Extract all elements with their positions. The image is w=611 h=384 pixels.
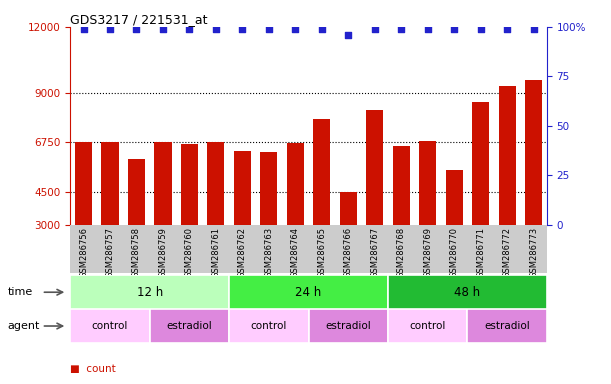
Point	[79, 26, 89, 32]
Text: GSM286756: GSM286756	[79, 227, 88, 278]
Text: estradiol: estradiol	[485, 321, 530, 331]
Bar	[393, 146, 410, 291]
Bar	[388, 275, 547, 309]
Bar	[525, 79, 542, 291]
Point	[264, 26, 274, 32]
Bar	[287, 143, 304, 291]
Bar	[75, 142, 92, 291]
Bar	[467, 309, 547, 343]
Text: GSM286770: GSM286770	[450, 227, 459, 278]
Text: GSM286765: GSM286765	[317, 227, 326, 278]
Bar	[128, 159, 145, 291]
Bar	[309, 309, 388, 343]
Bar	[70, 309, 150, 343]
Text: time: time	[7, 287, 32, 297]
Point	[370, 26, 379, 32]
Bar	[234, 151, 251, 291]
Text: GSM286771: GSM286771	[476, 227, 485, 278]
Text: ■  count: ■ count	[70, 364, 116, 374]
Text: estradiol: estradiol	[326, 321, 371, 331]
Point	[502, 26, 512, 32]
Bar	[419, 141, 436, 291]
Bar	[366, 110, 383, 291]
Bar	[229, 275, 388, 309]
Bar	[155, 142, 172, 291]
Text: GSM286762: GSM286762	[238, 227, 247, 278]
Text: GSM286772: GSM286772	[503, 227, 511, 278]
Point	[211, 26, 221, 32]
Text: GSM286767: GSM286767	[370, 227, 379, 278]
Text: GSM286760: GSM286760	[185, 227, 194, 278]
Text: GSM286773: GSM286773	[529, 227, 538, 278]
Bar	[313, 119, 331, 291]
Bar	[101, 142, 119, 291]
Bar	[388, 309, 467, 343]
Text: GSM286769: GSM286769	[423, 227, 432, 278]
Bar	[229, 309, 309, 343]
Text: GSM286764: GSM286764	[291, 227, 300, 278]
Text: control: control	[92, 321, 128, 331]
Text: agent: agent	[7, 321, 40, 331]
Bar	[207, 142, 224, 291]
Text: control: control	[409, 321, 446, 331]
Point	[397, 26, 406, 32]
Text: control: control	[251, 321, 287, 331]
Bar	[499, 86, 516, 291]
Bar	[260, 152, 277, 291]
Text: GSM286758: GSM286758	[132, 227, 141, 278]
Text: GSM286768: GSM286768	[397, 227, 406, 278]
Bar	[181, 144, 198, 291]
Bar	[445, 170, 463, 291]
Point	[158, 26, 168, 32]
Text: GSM286761: GSM286761	[211, 227, 221, 278]
Point	[185, 26, 194, 32]
Point	[343, 32, 353, 38]
Text: GSM286757: GSM286757	[106, 227, 114, 278]
Point	[476, 26, 486, 32]
Point	[449, 26, 459, 32]
Bar	[340, 192, 357, 291]
Text: estradiol: estradiol	[167, 321, 212, 331]
Point	[290, 26, 300, 32]
Text: GSM286766: GSM286766	[344, 227, 353, 278]
Text: GSM286759: GSM286759	[158, 227, 167, 278]
Point	[131, 26, 141, 32]
Text: 24 h: 24 h	[296, 286, 321, 299]
Text: 48 h: 48 h	[455, 286, 480, 299]
Bar	[150, 309, 229, 343]
Point	[423, 26, 433, 32]
Text: GSM286763: GSM286763	[265, 227, 273, 278]
Point	[317, 26, 327, 32]
Point	[105, 26, 115, 32]
Point	[238, 26, 247, 32]
Text: 12 h: 12 h	[137, 286, 163, 299]
Text: GDS3217 / 221531_at: GDS3217 / 221531_at	[70, 13, 208, 26]
Point	[529, 26, 538, 32]
Bar	[472, 102, 489, 291]
Bar	[70, 275, 229, 309]
